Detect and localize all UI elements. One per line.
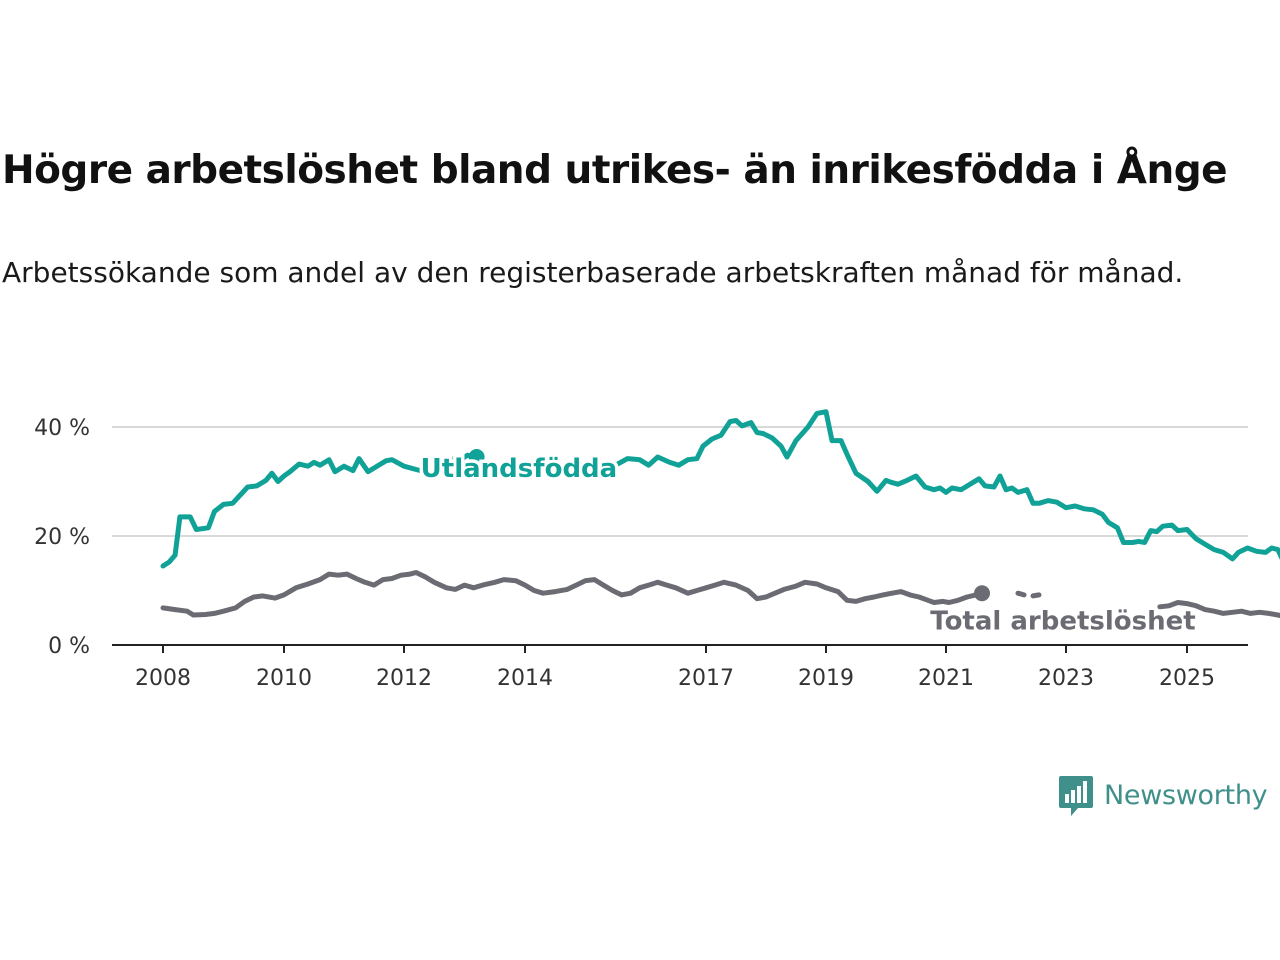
series-line-total	[160, 570, 985, 618]
x-tick-label: 2021	[918, 666, 974, 691]
end-point-utlandsfodda	[468, 448, 485, 465]
x-tick-label: 2012	[376, 666, 432, 691]
line-chart: 0 % 20 % 40 % 2008 2010 2012 2014 2017 2019 2021 2…	[34, 409, 1280, 691]
brand-logo: Newsworthy	[1058, 770, 1268, 820]
brand-name: Newsworthy	[1104, 779, 1268, 811]
series-line-total	[1157, 600, 1280, 618]
x-tick-label: 2025	[1159, 666, 1215, 691]
x-tick-label: 2019	[798, 666, 854, 691]
series-label-utlandsfodda: Utlandsfödda	[421, 454, 618, 484]
series-line-total	[1015, 590, 1027, 598]
chart-title: Högre arbetslöshet bland utrikes- än inr…	[2, 148, 1228, 193]
y-tick-label: 40 %	[34, 416, 90, 441]
series-line-total	[1030, 592, 1042, 599]
newsworthy-logo-icon	[1059, 776, 1093, 816]
y-tick-label: 20 %	[34, 525, 90, 550]
x-tick-label: 2017	[678, 666, 734, 691]
series-line-utlandsfodda	[543, 461, 555, 469]
series-line-utlandsfodda	[160, 452, 480, 569]
x-tick-label: 2010	[256, 666, 312, 691]
chart-subtitle: Arbetssökande som andel av den registerb…	[2, 256, 1184, 289]
series-line-utlandsfodda	[600, 409, 1280, 562]
end-point-total	[974, 585, 990, 602]
series-label-total: Total arbetslöshet	[930, 606, 1195, 636]
y-tick-label: 0 %	[48, 634, 90, 659]
x-tick-label: 2023	[1038, 666, 1094, 691]
x-tick-label: 2008	[135, 666, 191, 691]
x-tick-label: 2014	[497, 666, 553, 691]
series-line-utlandsfodda	[483, 463, 498, 471]
